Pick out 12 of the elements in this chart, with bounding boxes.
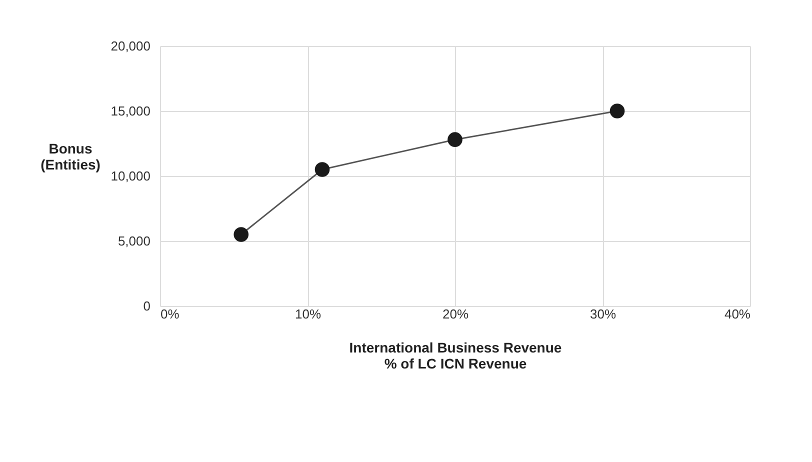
y-tick-label: 15,000 <box>110 104 150 118</box>
x-tick-label: 30% <box>590 306 616 322</box>
x-tick-label: 10% <box>294 306 322 322</box>
x-tick-label: 40% <box>724 306 751 322</box>
y-tick-label: 5,000 <box>118 234 150 248</box>
x-tick-label: 20% <box>442 306 469 322</box>
x-tick-label: 0% <box>160 306 180 322</box>
y-tick-label: 10,000 <box>110 168 150 184</box>
x-axis-title: International Business Revenue % of LC ICN Revenue <box>349 340 562 372</box>
y-axis-title: Bonus (Entities) <box>40 140 100 172</box>
y-tick-label: 0 <box>143 298 150 314</box>
y-tick-label: 20,000 <box>110 38 150 54</box>
